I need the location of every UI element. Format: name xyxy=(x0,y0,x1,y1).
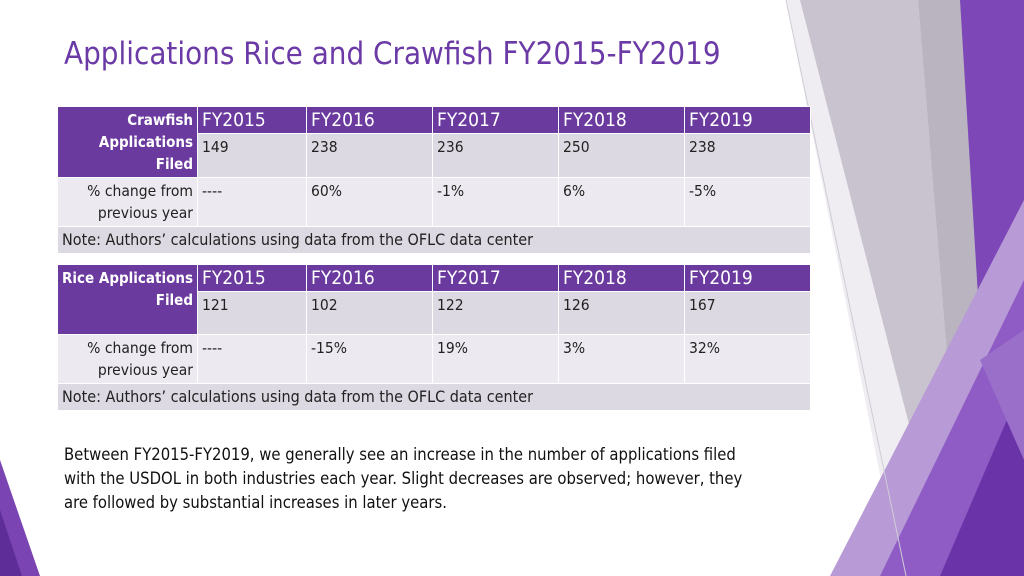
deco-left-deep-purple xyxy=(0,510,22,576)
table-row: % change from previous year ---- 60% -1%… xyxy=(57,177,811,227)
change-cell: ---- xyxy=(197,334,307,384)
year-header: FY2019 xyxy=(684,105,811,135)
table-row: 149 238 236 250 238 xyxy=(58,133,811,178)
rice-table: Rice Applications Filed FY2015 FY2016 FY… xyxy=(57,264,811,411)
change-cell: ---- xyxy=(197,177,307,227)
applications-cell: 238 xyxy=(306,133,433,178)
table-note-row: Note: Authors’ calculations using data f… xyxy=(57,226,811,254)
summary-paragraph: Between FY2015-FY2019, we generally see … xyxy=(64,445,743,512)
change-cell: 60% xyxy=(306,177,433,227)
change-cell: 3% xyxy=(558,334,685,384)
applications-cell: 126 xyxy=(558,291,685,335)
change-cell: -1% xyxy=(432,177,559,227)
change-cell: 19% xyxy=(432,334,559,384)
year-header: FY2018 xyxy=(558,264,685,292)
applications-cell: 250 xyxy=(558,133,685,178)
applications-cell: 149 xyxy=(197,133,307,178)
deco-right-facet xyxy=(980,330,1024,460)
year-header: FY2017 xyxy=(432,264,559,292)
applications-cell: 236 xyxy=(432,133,559,178)
table-note-row: Note: Authors’ calculations using data f… xyxy=(57,383,811,411)
crawfish-table: Crawfish Applications Filed FY2015 FY201… xyxy=(57,105,811,254)
change-cell: -5% xyxy=(684,177,811,227)
year-header: FY2018 xyxy=(558,105,685,135)
table-note: Note: Authors’ calculations using data f… xyxy=(57,383,811,411)
table-header-row: Crawfish Applications Filed FY2015 FY201… xyxy=(57,105,811,178)
applications-cell: 122 xyxy=(432,291,559,335)
stub-label: Crawfish Applications Filed xyxy=(57,106,198,178)
table-note: Note: Authors’ calculations using data f… xyxy=(57,226,811,254)
year-header: FY2017 xyxy=(432,105,559,135)
page-title: Applications Rice and Crawfish FY2015-FY… xyxy=(64,36,721,72)
table-row: % change from previous year ---- -15% 19… xyxy=(57,334,811,384)
table-row: 121 102 122 126 167 xyxy=(58,291,811,335)
change-cell: -15% xyxy=(306,334,433,384)
year-header: FY2019 xyxy=(684,264,811,292)
applications-cell: 167 xyxy=(684,291,811,335)
deco-right-deep-purple xyxy=(940,380,1024,576)
year-header: FY2016 xyxy=(306,105,433,135)
year-header: FY2016 xyxy=(306,264,433,292)
applications-cell: 238 xyxy=(684,133,811,178)
year-header: FY2015 xyxy=(197,264,307,292)
deco-right-line xyxy=(785,0,907,576)
change-cell: 6% xyxy=(558,177,685,227)
change-label: % change from previous year xyxy=(57,177,198,227)
applications-cell: 121 xyxy=(197,291,307,335)
change-label: % change from previous year xyxy=(57,334,198,384)
applications-cell: 102 xyxy=(306,291,433,335)
table-header-row: Rice Applications Filed FY2015 FY2016 FY… xyxy=(57,264,811,335)
year-header: FY2015 xyxy=(197,105,307,135)
change-cell: 32% xyxy=(684,334,811,384)
stub-label: Rice Applications Filed xyxy=(57,264,198,335)
